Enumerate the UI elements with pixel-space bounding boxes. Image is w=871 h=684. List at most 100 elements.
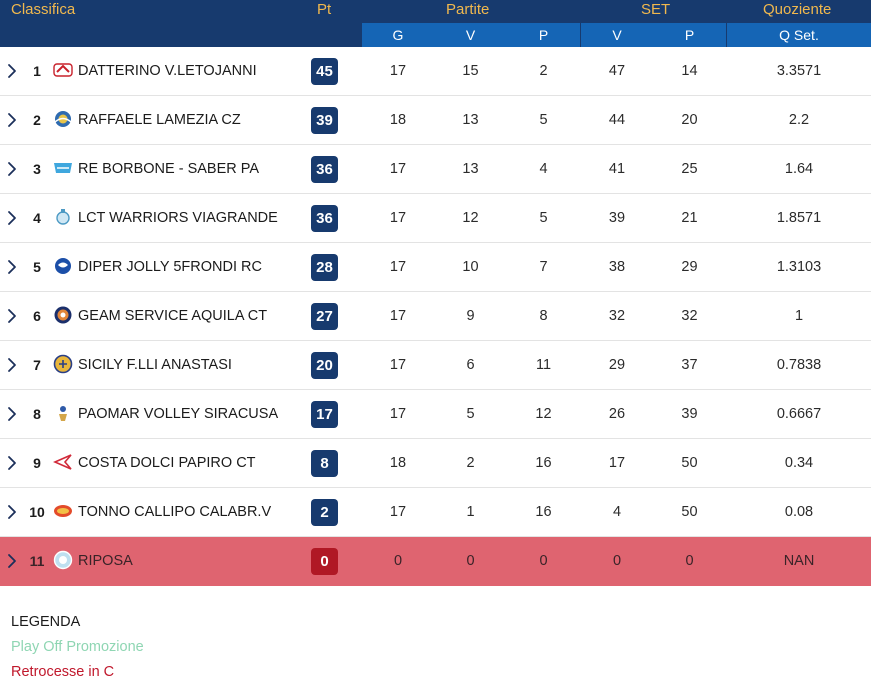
table-row[interactable]: 10 TONNO CALLIPO CALABR.V 2 17 1 16 4 50 0.08 (0, 488, 871, 537)
cell-p: 5 (539, 112, 548, 128)
partite-subheader-bar (362, 23, 580, 47)
position: 8 (33, 406, 41, 422)
team-name[interactable]: GEAM SERVICE AQUILA CT (78, 308, 268, 324)
position: 4 (33, 210, 41, 226)
cell-q: 1.64 (784, 161, 814, 177)
table-row[interactable]: 5 DIPER JOLLY 5FRONDI RC 28 17 10 7 38 29 1.3103 (0, 243, 871, 292)
team-name[interactable]: RIPOSA (78, 553, 133, 569)
points-badge: 27 (311, 303, 338, 330)
cell-v: 13 (462, 161, 479, 177)
team-name[interactable]: DIPER JOLLY 5FRONDI RC (78, 259, 262, 275)
points-badge: 0 (311, 548, 338, 575)
cell-p: 2 (539, 63, 548, 79)
cell-v: 15 (462, 63, 479, 79)
table-row[interactable]: 3 RE BORBONE - SABER PA 36 17 13 4 41 25 1.64 (0, 145, 871, 194)
cell-p: 7 (539, 259, 548, 275)
col-header-set-p: P (684, 27, 695, 43)
cell-g: 17 (389, 357, 407, 373)
quoziente-subheader-bar (727, 23, 871, 47)
cell-sp: 20 (681, 112, 698, 128)
cell-g: 18 (389, 112, 407, 128)
callipo-logo-icon (53, 501, 73, 521)
team-name[interactable]: RAFFAELE LAMEZIA CZ (78, 112, 241, 128)
cell-p: 16 (535, 455, 552, 471)
paomar-logo-icon (53, 403, 73, 423)
cell-q: 2.2 (788, 112, 810, 128)
position: 2 (33, 112, 41, 128)
cell-q: 0.6667 (776, 406, 822, 422)
legend-relegation: Retrocesse in C (11, 664, 115, 680)
chevron-right-icon[interactable] (6, 259, 18, 275)
header-quoziente: Quoziente (763, 1, 832, 18)
table-row[interactable]: 6 GEAM SERVICE AQUILA CT 27 17 9 8 32 32 1 (0, 292, 871, 341)
position: 11 (29, 553, 45, 569)
table-row[interactable]: 9 COSTA DOLCI PAPIRO CT 8 18 2 16 17 50 0.34 (0, 439, 871, 488)
points-badge: 8 (311, 450, 338, 477)
table-row[interactable]: 11 RIPOSA 0 0 0 0 0 0 NAN (0, 537, 871, 586)
team-name[interactable]: LCT WARRIORS VIAGRANDE (78, 210, 278, 226)
cell-sp: 50 (681, 455, 698, 471)
team-name[interactable]: TONNO CALLIPO CALABR.V (78, 504, 272, 520)
position: 7 (33, 357, 41, 373)
table-row[interactable]: 8 PAOMAR VOLLEY SIRACUSA 17 17 5 12 26 39 0.6667 (0, 390, 871, 439)
cell-p: 11 (535, 357, 552, 373)
standings-header (0, 0, 871, 23)
chevron-right-icon[interactable] (6, 112, 18, 128)
cell-q: 1.3103 (776, 259, 822, 275)
table-row[interactable]: 7 SICILY F.LLI ANASTASI 20 17 6 11 29 37 0.7838 (0, 341, 871, 390)
cell-g: 17 (389, 308, 407, 324)
cell-sp: 50 (681, 504, 698, 520)
cell-p: 4 (539, 161, 548, 177)
points-badge: 28 (311, 254, 338, 281)
col-header-qset: Q Set. (779, 27, 819, 43)
position: 3 (33, 161, 41, 177)
table-row[interactable]: 1 DATTERINO V.LETOJANNI 45 17 15 2 47 14 3.3571 (0, 47, 871, 96)
cell-v: 2 (466, 455, 475, 471)
cell-sv: 38 (608, 259, 626, 275)
riposa-logo-icon (53, 550, 73, 570)
cell-q: 1.8571 (776, 210, 822, 226)
chevron-right-icon[interactable] (6, 161, 18, 177)
chevron-right-icon[interactable] (6, 357, 18, 373)
cell-v: 5 (466, 406, 475, 422)
papiro-logo-icon (53, 452, 73, 472)
position: 1 (33, 63, 41, 79)
position: 9 (33, 455, 41, 471)
chevron-right-icon[interactable] (6, 63, 18, 79)
lamezia-logo-icon (53, 109, 73, 129)
team-name[interactable]: DATTERINO V.LETOJANNI (78, 63, 257, 79)
cell-p: 12 (535, 406, 552, 422)
chevron-right-icon[interactable] (6, 553, 18, 569)
legend-playoff: Play Off Promozione (11, 639, 144, 655)
team-name[interactable]: PAOMAR VOLLEY SIRACUSA (78, 406, 279, 422)
points-badge: 36 (311, 205, 338, 232)
chevron-right-icon[interactable] (6, 210, 18, 226)
warriors-logo-icon (53, 207, 73, 227)
cell-v: 9 (466, 308, 475, 324)
table-row[interactable]: 4 LCT WARRIORS VIAGRANDE 36 17 12 5 39 21 1.8571 (0, 194, 871, 243)
chevron-right-icon[interactable] (6, 308, 18, 324)
sicily-logo-icon (53, 354, 73, 374)
cell-p: 8 (539, 308, 548, 324)
chevron-right-icon[interactable] (6, 504, 18, 520)
cell-sv: 39 (608, 210, 626, 226)
chevron-right-icon[interactable] (6, 455, 18, 471)
cell-g: 17 (389, 406, 407, 422)
team-name[interactable]: SICILY F.LLI ANASTASI (78, 357, 232, 373)
team-name[interactable]: COSTA DOLCI PAPIRO CT (78, 455, 256, 471)
cell-p: 0 (539, 553, 548, 569)
cell-sp: 29 (681, 259, 698, 275)
table-row[interactable]: 2 RAFFAELE LAMEZIA CZ 39 18 13 5 44 20 2.2 (0, 96, 871, 145)
cell-p: 5 (539, 210, 548, 226)
points-badge: 45 (311, 58, 338, 85)
cell-sv: 4 (612, 504, 622, 520)
cell-sv: 29 (608, 357, 626, 373)
team-name[interactable]: RE BORBONE - SABER PA (78, 161, 260, 177)
cell-q: 0.08 (784, 504, 814, 520)
points-badge: 17 (311, 401, 338, 428)
cell-g: 17 (389, 63, 407, 79)
header-partite: Partite (446, 1, 490, 18)
saber-logo-icon (53, 158, 73, 178)
chevron-right-icon[interactable] (6, 406, 18, 422)
cell-sv: 17 (608, 455, 626, 471)
